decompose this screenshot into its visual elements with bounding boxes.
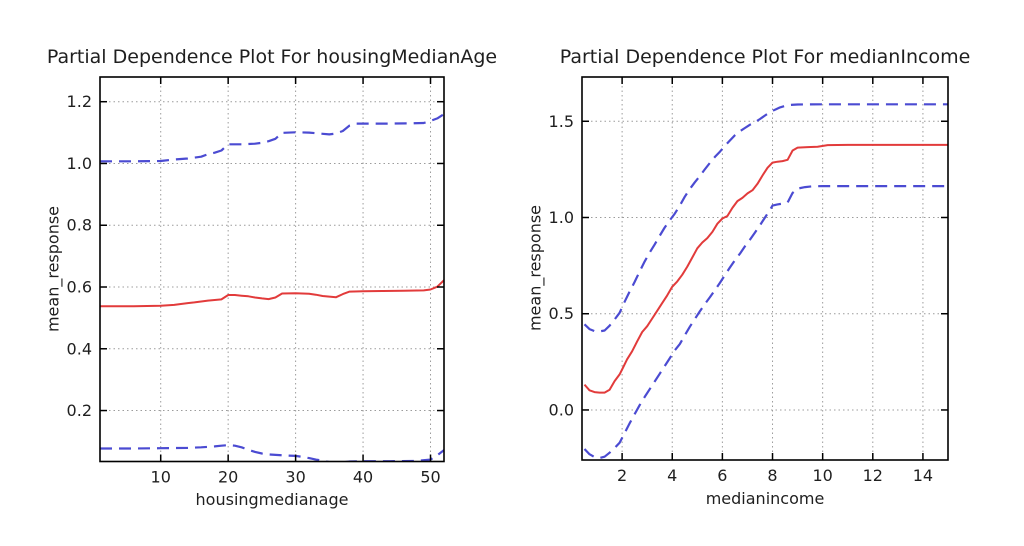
y-tick-label: 0.2 — [67, 401, 92, 420]
gridlines — [100, 77, 444, 462]
x-tick-label: 8 — [767, 466, 777, 485]
series-upper-bound-line — [583, 103, 948, 333]
y-axis-label-right: mean_response — [525, 204, 545, 332]
y-tick-label: 0.0 — [549, 400, 574, 419]
axes-spines — [99, 76, 445, 463]
x-tick-label: 10 — [812, 466, 832, 485]
x-tick-label: 30 — [285, 468, 305, 487]
y-tick-label: 1.0 — [67, 154, 92, 173]
y-tick-label: 1.2 — [67, 92, 92, 111]
series-lower-bound-line — [583, 185, 948, 460]
y-axis-label-left: mean_response — [43, 205, 63, 333]
x-tick-label: 20 — [218, 468, 238, 487]
gridlines — [582, 77, 948, 460]
y-tick-label: 1.0 — [549, 208, 574, 227]
y-tick-label: 0.4 — [67, 339, 92, 358]
y-tick-label: 0.8 — [67, 216, 92, 235]
tick-labels: 2 4 6 8 10 12 14 0.0 0.5 1.0 1.5 — [549, 112, 934, 485]
tick-labels: 10 20 30 40 50 0.2 0.4 0.6 0.8 1.0 1.2 — [67, 92, 441, 486]
axis-ticks — [582, 77, 948, 460]
x-tick-label: 2 — [617, 466, 627, 485]
x-tick-label: 6 — [717, 466, 727, 485]
x-tick-label: 12 — [863, 466, 883, 485]
series-mean-response-line — [100, 279, 444, 308]
y-tick-label: 0.6 — [67, 278, 92, 297]
chart-title-housingmedianage: Partial Dependence Plot For housingMedia… — [46, 46, 498, 68]
series-upper-bound-line — [100, 113, 444, 163]
x-axis-label-housingmedianage: housingmedianage — [195, 490, 349, 509]
axes-spines — [581, 76, 949, 461]
x-tick-label: 4 — [667, 466, 677, 485]
series-lower-bound-line — [100, 444, 444, 462]
x-tick-label: 14 — [913, 466, 933, 485]
y-tick-label: 0.5 — [549, 304, 574, 323]
x-tick-label: 10 — [151, 468, 171, 487]
x-axis-label-medianincome: medianincome — [705, 489, 825, 508]
x-tick-label: 50 — [420, 468, 440, 487]
y-tick-label: 1.5 — [549, 112, 574, 131]
axis-ticks — [100, 77, 444, 462]
x-tick-label: 40 — [353, 468, 373, 487]
series-mean-response-line — [583, 143, 948, 394]
chart-title-medianincome: Partial Dependence Plot For medianIncome — [559, 46, 971, 68]
